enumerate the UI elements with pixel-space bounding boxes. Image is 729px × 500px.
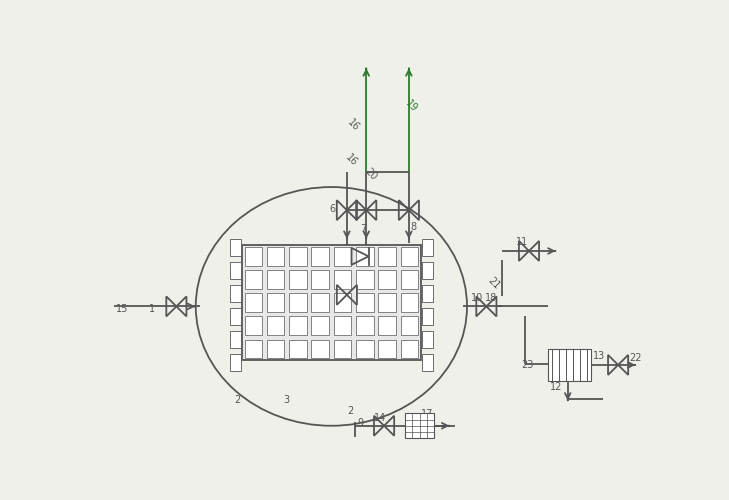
Bar [422, 331, 433, 348]
Bar [405, 414, 434, 438]
Bar [334, 340, 351, 358]
Bar [400, 340, 418, 358]
Bar [267, 270, 284, 288]
Bar [244, 294, 262, 312]
Text: 3: 3 [284, 395, 289, 405]
Text: 18: 18 [485, 292, 497, 302]
Text: 5: 5 [349, 298, 356, 308]
Bar [230, 308, 241, 325]
Text: 1: 1 [149, 304, 155, 314]
Text: 8: 8 [410, 222, 416, 232]
Bar [422, 354, 433, 371]
Bar [230, 238, 241, 256]
Bar [422, 262, 433, 278]
Text: 5: 5 [348, 260, 355, 270]
Bar [400, 247, 418, 266]
Bar [267, 247, 284, 266]
Text: 10: 10 [471, 292, 483, 302]
Bar [267, 340, 284, 358]
Bar [334, 270, 351, 288]
Bar [400, 294, 418, 312]
Bar [548, 349, 591, 381]
Text: 22: 22 [630, 352, 642, 362]
Bar [230, 285, 241, 302]
Text: 11: 11 [516, 237, 528, 247]
Text: 4: 4 [330, 288, 336, 298]
Bar [356, 270, 373, 288]
Bar [289, 247, 307, 266]
Bar [230, 354, 241, 371]
Text: 21: 21 [486, 276, 502, 291]
Bar [378, 316, 396, 335]
Bar [230, 262, 241, 278]
Bar [244, 316, 262, 335]
Text: 9: 9 [357, 418, 363, 428]
Text: 20: 20 [363, 166, 379, 182]
Bar [400, 316, 418, 335]
Bar [334, 316, 351, 335]
Bar [422, 238, 433, 256]
Bar [356, 294, 373, 312]
Text: 23: 23 [521, 360, 534, 370]
Bar [244, 247, 262, 266]
Bar [422, 308, 433, 325]
Bar [378, 294, 396, 312]
Bar [244, 270, 262, 288]
Bar [356, 247, 373, 266]
Text: 2: 2 [347, 406, 353, 416]
Bar [244, 340, 262, 358]
Bar [311, 270, 329, 288]
Bar [356, 340, 373, 358]
Bar [289, 316, 307, 335]
Bar [311, 340, 329, 358]
Bar [289, 294, 307, 312]
Bar [289, 270, 307, 288]
Bar [334, 247, 351, 266]
Text: 16: 16 [343, 152, 359, 168]
Text: 13: 13 [593, 351, 606, 361]
Bar [267, 294, 284, 312]
Bar [289, 340, 307, 358]
Bar [334, 294, 351, 312]
Text: 15: 15 [116, 304, 128, 314]
Bar [267, 316, 284, 335]
Text: 17: 17 [421, 409, 433, 419]
Bar [422, 285, 433, 302]
Bar [230, 331, 241, 348]
Bar [378, 270, 396, 288]
Text: 2: 2 [235, 395, 241, 405]
Bar [311, 316, 329, 335]
Bar [356, 316, 373, 335]
Text: 6: 6 [330, 204, 336, 214]
Bar [311, 294, 329, 312]
Text: 7: 7 [360, 224, 366, 234]
Text: 12: 12 [550, 382, 562, 392]
Text: 19: 19 [403, 98, 419, 114]
Bar [311, 247, 329, 266]
Bar [400, 270, 418, 288]
Bar [242, 245, 421, 360]
Text: 14: 14 [374, 412, 386, 422]
Bar [378, 247, 396, 266]
Text: 16: 16 [346, 118, 361, 134]
Bar [378, 340, 396, 358]
